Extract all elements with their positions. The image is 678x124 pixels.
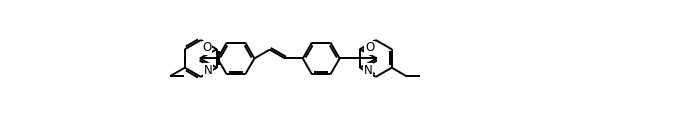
Text: O: O [202, 41, 212, 54]
Text: N: N [204, 64, 213, 77]
Text: N: N [364, 64, 373, 77]
Text: O: O [365, 41, 374, 54]
